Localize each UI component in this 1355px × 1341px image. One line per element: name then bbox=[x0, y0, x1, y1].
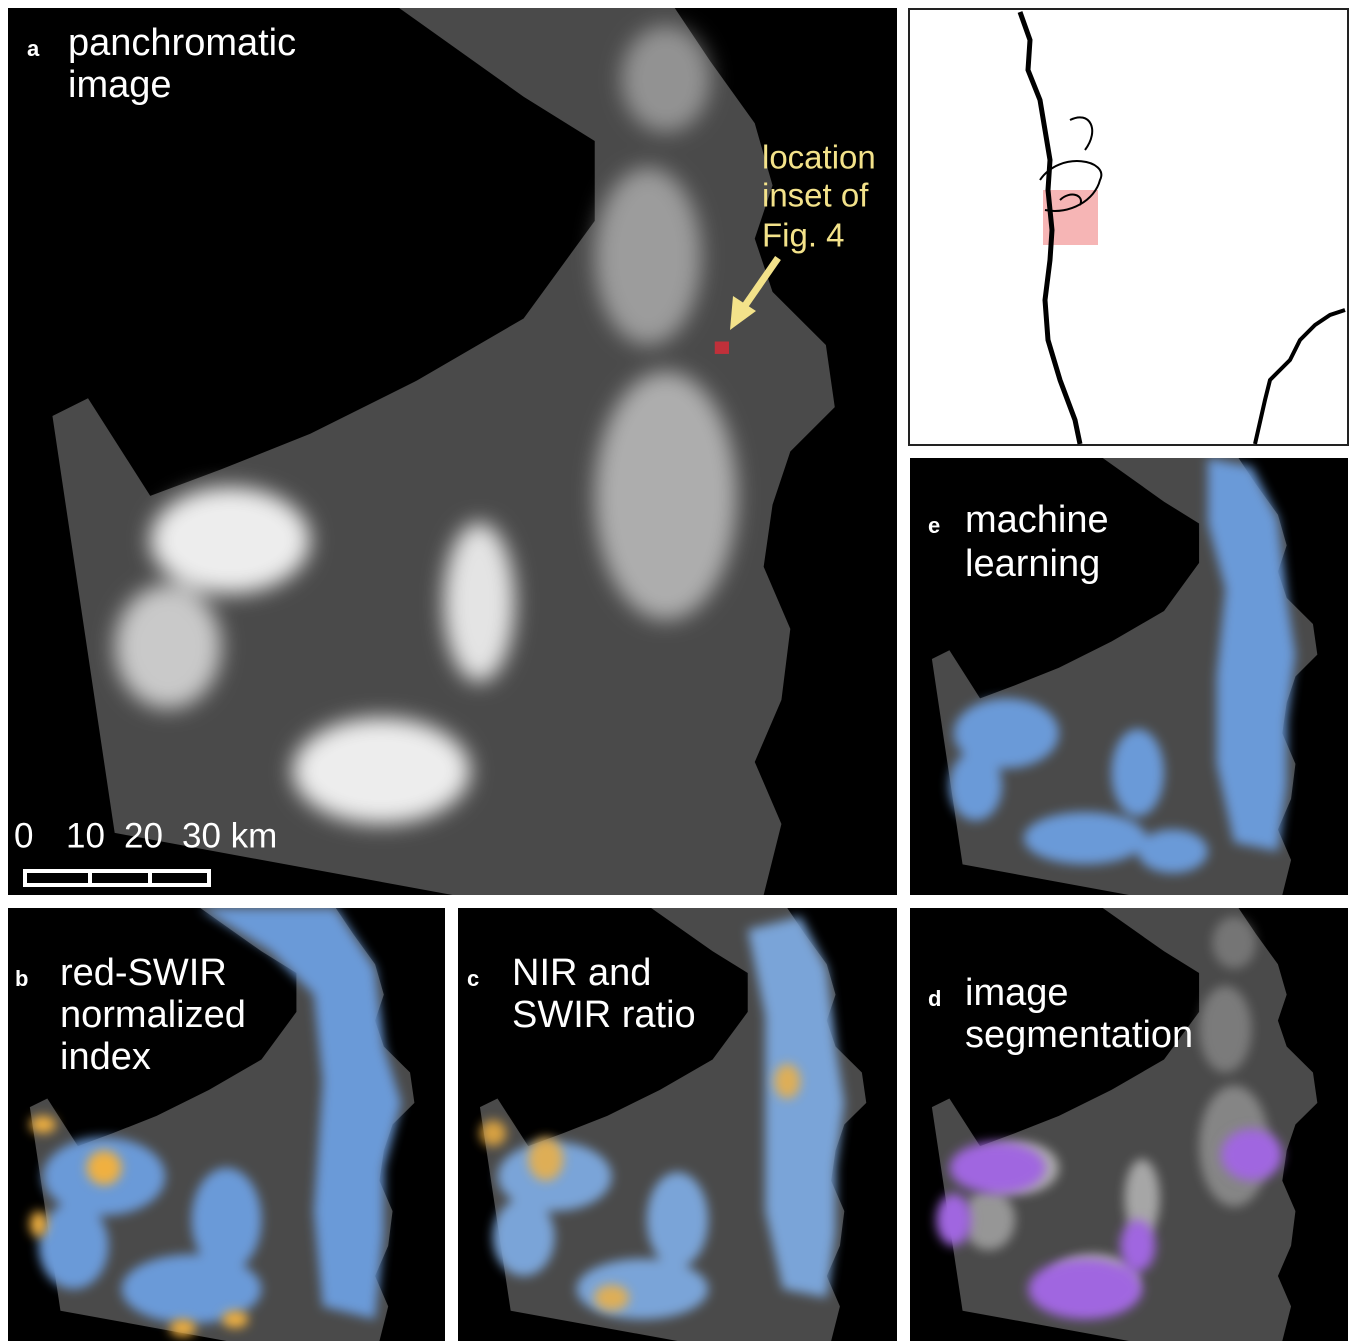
panel-title: index bbox=[60, 1036, 151, 1078]
panel-title: NIR and bbox=[512, 952, 651, 994]
panel-a: a panchromatic image location inset of F… bbox=[8, 8, 897, 895]
panel-d: d image segmentation bbox=[910, 908, 1348, 1341]
panel-letter: b bbox=[15, 966, 28, 991]
panel-e: e machine learning bbox=[910, 458, 1348, 895]
panel-b: b red-SWIR normalized index bbox=[8, 908, 445, 1341]
scale-label: 0 bbox=[14, 816, 33, 855]
panel-letter: d bbox=[928, 986, 941, 1011]
panel-title: machine bbox=[965, 499, 1109, 541]
figure: a panchromatic image location inset of F… bbox=[0, 0, 1355, 1341]
locator-map bbox=[909, 9, 1348, 445]
panel-c: c NIR and SWIR ratio bbox=[458, 908, 897, 1341]
scale-label: 10 bbox=[66, 816, 105, 855]
panel-title: red-SWIR bbox=[60, 952, 227, 994]
panel-title: panchromatic bbox=[68, 22, 296, 64]
panel-letter: a bbox=[27, 36, 40, 61]
annotation: inset of bbox=[762, 177, 869, 214]
panel-title: segmentation bbox=[965, 1014, 1193, 1056]
panel-title: SWIR ratio bbox=[512, 994, 696, 1036]
panel-title: normalized bbox=[60, 994, 246, 1036]
panel-title: learning bbox=[965, 543, 1100, 585]
annotation: location bbox=[762, 139, 876, 176]
panel-title: image bbox=[965, 972, 1069, 1014]
panel-title: image bbox=[68, 64, 172, 106]
scale-label: 20 bbox=[124, 816, 163, 855]
panel-letter: e bbox=[928, 513, 940, 538]
annotation: Fig. 4 bbox=[762, 217, 845, 254]
scale-label: 30 km bbox=[182, 816, 277, 855]
panel-letter: c bbox=[467, 966, 479, 991]
